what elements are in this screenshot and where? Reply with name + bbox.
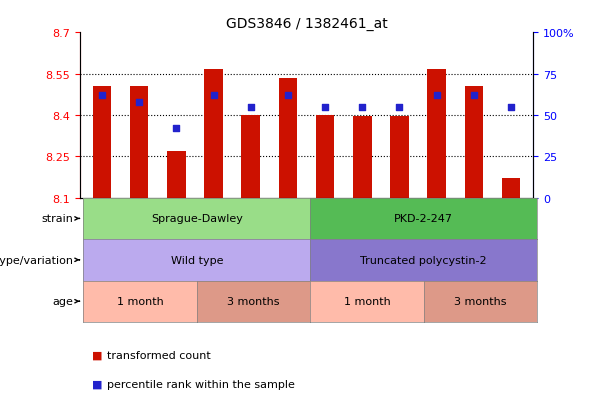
Bar [204, 70, 223, 198]
Bar [279, 78, 297, 198]
Point [357, 104, 367, 111]
Text: Truncated polycystin-2: Truncated polycystin-2 [360, 255, 487, 265]
Bar [242, 116, 260, 198]
Bar [167, 152, 186, 198]
Text: age: age [53, 297, 74, 306]
Bar [501, 179, 520, 198]
Text: 3 months: 3 months [454, 297, 506, 306]
Point [208, 93, 218, 99]
Bar [316, 116, 334, 198]
Text: ■: ■ [92, 350, 102, 360]
Point [432, 93, 441, 99]
Bar [130, 87, 148, 198]
Point [172, 126, 181, 132]
Text: genotype/variation: genotype/variation [0, 255, 74, 265]
Point [469, 93, 479, 99]
Text: 1 month: 1 month [344, 297, 390, 306]
Text: Sprague-Dawley: Sprague-Dawley [151, 214, 243, 224]
Text: strain: strain [42, 214, 74, 224]
Point [134, 99, 144, 106]
Bar [353, 117, 371, 198]
Point [283, 93, 293, 99]
Text: percentile rank within the sample: percentile rank within the sample [107, 379, 295, 389]
Text: Wild type: Wild type [170, 255, 223, 265]
Bar [390, 117, 409, 198]
Title: GDS3846 / 1382461_at: GDS3846 / 1382461_at [226, 17, 387, 31]
Text: PKD-2-247: PKD-2-247 [394, 214, 453, 224]
Point [395, 104, 405, 111]
Bar [93, 87, 112, 198]
Point [506, 104, 516, 111]
Bar [465, 87, 483, 198]
Text: ■: ■ [92, 379, 102, 389]
Text: 3 months: 3 months [227, 297, 280, 306]
Bar [427, 70, 446, 198]
Point [246, 104, 256, 111]
Point [320, 104, 330, 111]
Text: transformed count: transformed count [107, 350, 211, 360]
Point [97, 93, 107, 99]
Text: 1 month: 1 month [117, 297, 164, 306]
